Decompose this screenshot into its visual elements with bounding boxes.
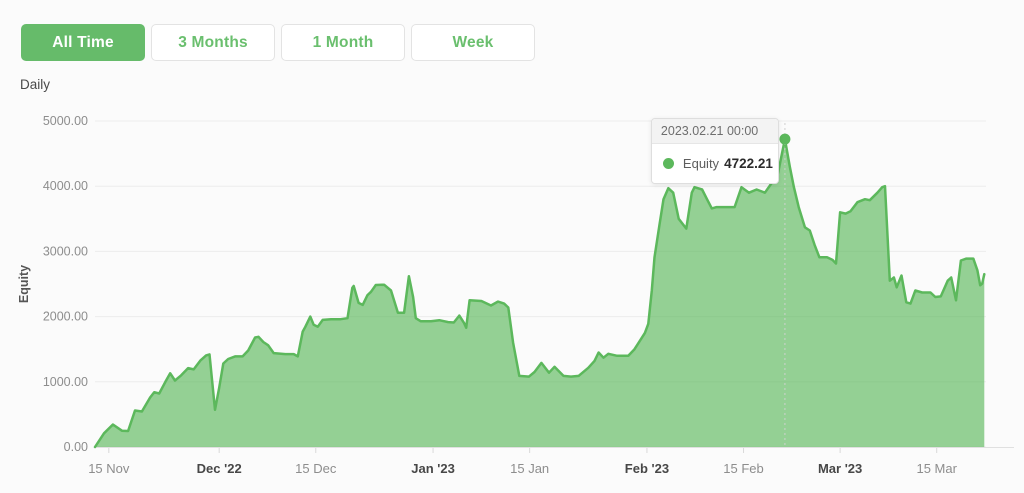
y-tick-label: 2000.00 [43, 310, 88, 324]
tooltip-date: 2023.02.21 00:00 [651, 119, 778, 144]
y-tick-label: 5000.00 [43, 114, 88, 128]
equity-line [93, 137, 986, 449]
x-tick-label: 15 Mar [916, 461, 957, 476]
week-button[interactable]: Week [411, 24, 535, 61]
y-axis-title: Equity [17, 265, 31, 303]
x-tick-label: 15 Jan [510, 461, 549, 476]
time-range-toolbar: All Time 3 Months 1 Month Week [21, 24, 535, 61]
x-tick-label: 15 Feb [723, 461, 763, 476]
marked-point-dot[interactable] [779, 133, 791, 145]
x-tick-label: Mar '23 [818, 461, 862, 476]
all-time-button[interactable]: All Time [21, 24, 145, 61]
tooltip-series-label: Equity [682, 156, 720, 171]
x-tick-label: Feb '23 [625, 461, 669, 476]
x-tick-label: 15 Nov [88, 461, 130, 476]
x-tick-label: Jan '23 [411, 461, 455, 476]
period-label: Daily [20, 77, 51, 92]
y-tick-label: 1000.00 [43, 375, 88, 389]
tooltip-value: 4722.21 [724, 156, 773, 171]
x-tick-label: Dec '22 [197, 461, 242, 476]
y-tick-label: 3000.00 [43, 244, 88, 258]
tooltip-body: Equity 4722.21 [651, 144, 778, 183]
three-months-button[interactable]: 3 Months [151, 24, 275, 61]
equity-area-fill [95, 139, 985, 447]
y-tick-label: 4000.00 [43, 179, 88, 193]
x-tick-label: 15 Dec [295, 461, 337, 476]
chart-tooltip: 2023.02.21 00:00 Equity 4722.21 [650, 118, 779, 184]
one-month-button[interactable]: 1 Month [281, 24, 405, 61]
series-dot-icon [662, 158, 674, 169]
y-tick-label: 0.00 [64, 440, 88, 454]
